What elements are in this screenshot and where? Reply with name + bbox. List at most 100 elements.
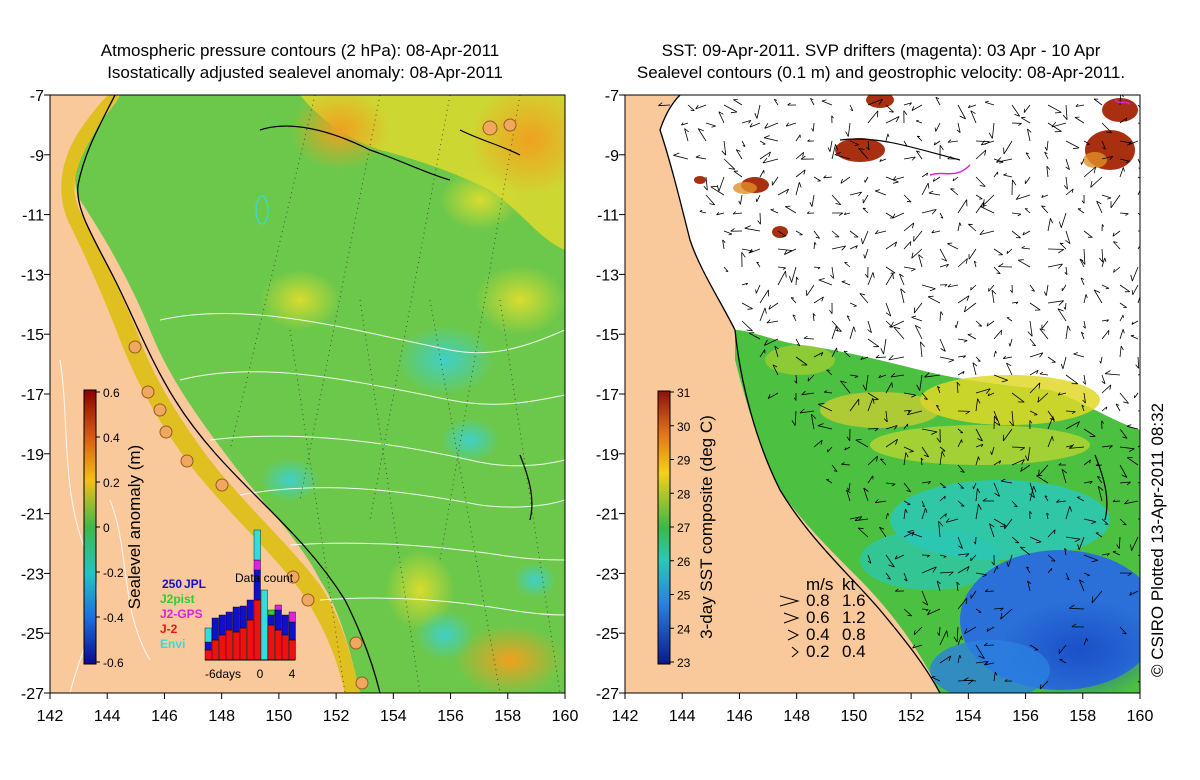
velocity-arrow [1137,122,1140,124]
velocity-arrow [1036,475,1049,484]
left-y-tick: -25 [21,626,44,643]
inset-bar-segment [246,619,254,661]
velocity-arrow [921,209,937,215]
velocity-arrow [1081,404,1085,412]
inset-bar-segment [232,606,240,633]
velocity-arrow [754,104,761,119]
velocity-arrow [795,338,801,347]
velocity-arrow [844,262,851,268]
velocity-arrow [915,119,923,124]
velocity-arrow [1065,536,1081,543]
velocity-arrow [716,176,725,192]
velocity-arrow [849,140,859,146]
velocity-arrow [982,497,994,502]
velocity-arrow [993,374,1008,383]
right-y-tick: -15 [596,327,619,344]
velocity-arrow [1124,499,1139,505]
right-x-tick: 160 [1127,708,1154,725]
velocity-arrow [1047,567,1053,574]
velocity-arrow [1080,277,1085,286]
velocity-arrow [903,452,909,466]
inset-bar-segment [204,627,212,643]
velocity-arrow [1101,330,1110,340]
velocity-arrow [823,175,833,179]
velocity-arrow [1101,194,1112,200]
velocity-arrow [939,571,954,576]
inset-bar-segment [274,629,282,661]
velocity-arrow [1017,259,1031,268]
velocity-arrow [813,266,821,270]
velocity-arrow [1039,680,1049,690]
velocity-arrow [831,245,846,251]
velocity-arrow [993,171,999,178]
velocity-arrow [1029,536,1042,544]
left-x-tick: 144 [94,708,121,725]
velocity-arrow [777,266,786,270]
velocity-arrow [993,415,998,430]
velocity-arrow [723,230,733,236]
velocity-arrow [1046,512,1049,520]
velocity-arrow [1119,158,1130,164]
velocity-arrow [741,140,746,147]
velocity-arrow [1057,392,1067,396]
velocity-arrow [1056,499,1067,503]
velocity-arrow [806,211,815,214]
colorbar-tick: 0 [103,521,110,535]
velocity-arrow [990,446,995,455]
velocity-arrow [863,248,869,259]
velocity-arrow [1025,152,1031,160]
inset-bar-segment [239,605,247,629]
velocity-arrow [1038,464,1049,476]
velocity-arrow [993,607,1004,612]
velocity-arrow [866,140,870,151]
velocity-arrow [1061,468,1067,484]
right-y-tick: -27 [596,686,619,703]
velocity-arrow [1065,188,1074,196]
inset-bar-segment [204,649,212,661]
left-x-tick: 152 [323,708,350,725]
right-colorbar-label: 3-day SST composite (deg C) [697,415,716,639]
velocity-arrow [1065,506,1072,520]
velocity-arrow [1059,658,1067,664]
velocity-arrow [867,398,875,412]
velocity-arrow [1002,355,1013,360]
right-x-tick: 150 [841,708,868,725]
inset-bars [204,529,296,661]
velocity-arrow [858,147,869,160]
velocity-arrow [975,176,986,187]
right-colorbar [657,390,671,665]
velocity-arrow [777,230,787,237]
velocity-arrow [993,671,998,682]
velocity-arrow [741,302,753,310]
velocity-arrow [939,482,947,489]
velocity-arrow [860,356,869,360]
velocity-arrow [899,273,905,286]
velocity-arrow [1101,518,1109,525]
velocity-arrow [903,241,912,250]
velocity-arrow [1137,104,1140,108]
velocity-arrow [1029,338,1037,347]
velocity-arrow [1029,420,1033,430]
right-title-line2: Sealevel contours (0.1 m) and geostrophi… [637,63,1125,82]
velocity-arrow [813,296,824,304]
velocity-arrow [885,425,898,430]
velocity-arrow [993,410,1001,426]
velocity-arrow [867,110,879,124]
velocity-arrow [1044,151,1049,160]
velocity-arrow [988,284,995,292]
velocity-arrow [993,460,1002,466]
velocity-arrow [1099,248,1104,263]
velocity-arrow [953,626,959,643]
velocity-arrow [1115,403,1121,412]
left-y-tick: -7 [30,88,44,105]
velocity-arrow [921,554,931,558]
velocity-arrow [1101,140,1106,150]
velocity-arrow [880,338,887,355]
velocity-arrow [756,261,761,268]
inset-bar-segment [274,609,282,631]
velocity-arrow [1041,320,1049,330]
velocity-arrow [1073,352,1085,358]
inset-title: Data count [235,571,294,585]
velocity-arrow [939,248,948,262]
